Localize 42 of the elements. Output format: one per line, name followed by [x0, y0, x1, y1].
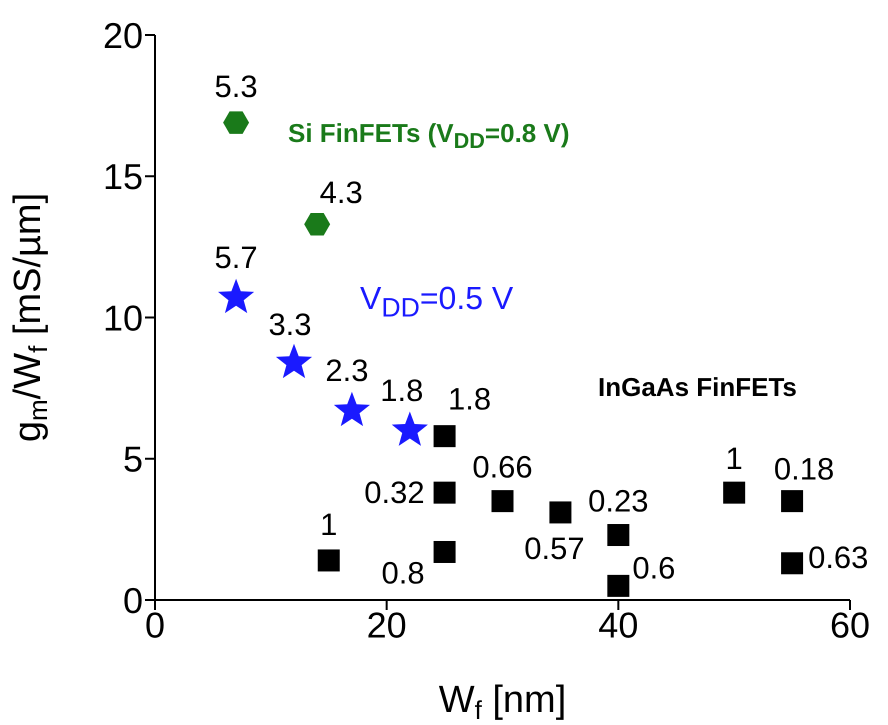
- point: [607, 524, 630, 546]
- point: [723, 482, 746, 504]
- annotation: 1: [320, 506, 338, 542]
- point: [781, 490, 804, 512]
- annotation: 5.3: [214, 69, 258, 104]
- point: [318, 549, 340, 572]
- point: [781, 552, 804, 574]
- annotation: 0.66: [472, 450, 533, 485]
- annotation: 2.3: [325, 353, 368, 388]
- y-tick-label: 10: [102, 297, 143, 338]
- point: [607, 574, 630, 597]
- annotation: 5.7: [214, 240, 258, 276]
- annotation: 0.57: [524, 530, 585, 566]
- point: [304, 213, 330, 236]
- annotation: 1.8: [380, 373, 424, 408]
- annotation: 0.23: [588, 484, 649, 519]
- point: [434, 482, 456, 504]
- annotation: 0.18: [774, 452, 834, 487]
- x-tick-label: 60: [830, 604, 870, 646]
- x-tick-label: 20: [366, 604, 407, 646]
- annotation: 0.32: [364, 475, 425, 510]
- annotation: 1.8: [448, 382, 492, 417]
- annotation: 1: [726, 441, 743, 476]
- annotation: 4.3: [320, 174, 363, 210]
- annotation: 3.3: [268, 307, 312, 342]
- series-label: V$_{DD}$=0.5 V: [360, 280, 514, 324]
- y-tick-label: 5: [122, 438, 143, 480]
- y-tick-label: 15: [102, 156, 143, 198]
- text: InGaAs FinFETs: [598, 372, 797, 403]
- x-axis-title: W$_{f}$ [nm]: [438, 679, 566, 724]
- annotation: 0.63: [808, 540, 868, 575]
- point: [549, 501, 572, 524]
- series-label: Si FinFETs (V$_{DD}$=0.8 V): [288, 118, 570, 154]
- annotation: 0.8: [381, 555, 425, 590]
- point: [223, 111, 250, 134]
- point: [434, 540, 456, 563]
- annotation: 0.6: [632, 550, 676, 586]
- y-tick-label: 20: [102, 14, 143, 56]
- y-tick-label: 0: [122, 580, 143, 621]
- x-tick-label: 40: [598, 604, 638, 646]
- point: [492, 490, 514, 512]
- point: [434, 425, 456, 448]
